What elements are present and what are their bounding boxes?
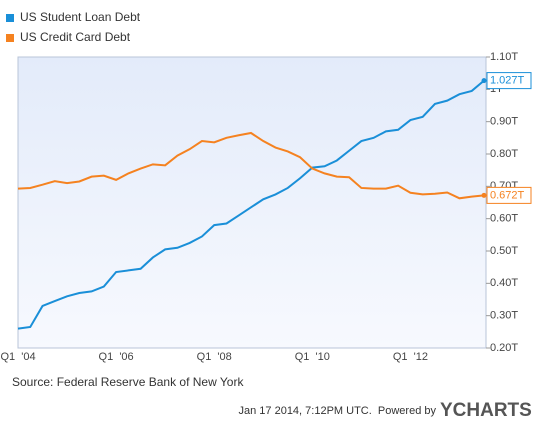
x-tick-label: Q1 '04 xyxy=(0,351,35,363)
value-label: 1.027T xyxy=(490,75,525,87)
x-tick-label: Q1 '06 xyxy=(99,351,134,363)
legend-swatch xyxy=(6,14,14,22)
value-label-box xyxy=(486,186,532,204)
y-tick-label: 0.30T xyxy=(490,310,518,322)
legend-label: US Student Loan Debt xyxy=(20,10,141,24)
value-label: 0.672T xyxy=(490,189,525,201)
y-tick-label: 0.40T xyxy=(490,277,518,289)
x-tick-label: Q1 '08 xyxy=(197,351,232,363)
y-tick-label: 0.80T xyxy=(490,148,518,160)
y-tick-label: 1.10T xyxy=(490,51,518,63)
y-tick-label: 0.90T xyxy=(490,116,518,128)
line-series xyxy=(17,79,485,330)
end-point xyxy=(481,192,487,198)
y-tick-label: 0.20T xyxy=(490,342,518,354)
legend-label: US Credit Card Debt xyxy=(20,30,131,44)
brand-logo: YCHARTS xyxy=(440,400,532,421)
plot-area xyxy=(17,56,487,349)
x-tick-label: Q1 '12 xyxy=(393,351,428,363)
x-tick-label: Q1 '10 xyxy=(295,351,330,363)
y-tick-label: 0.50T xyxy=(490,245,518,257)
legend-swatch xyxy=(6,34,14,42)
end-point xyxy=(481,78,487,84)
source: Source: Federal Reserve Bank of New York xyxy=(12,375,244,389)
y-tick-label: 0.60T xyxy=(490,213,518,225)
timestamp: Jan 17 2014, 7:12PM UTC. Powered by xyxy=(239,405,437,417)
line-series xyxy=(17,131,485,200)
value-label-box xyxy=(486,72,532,90)
